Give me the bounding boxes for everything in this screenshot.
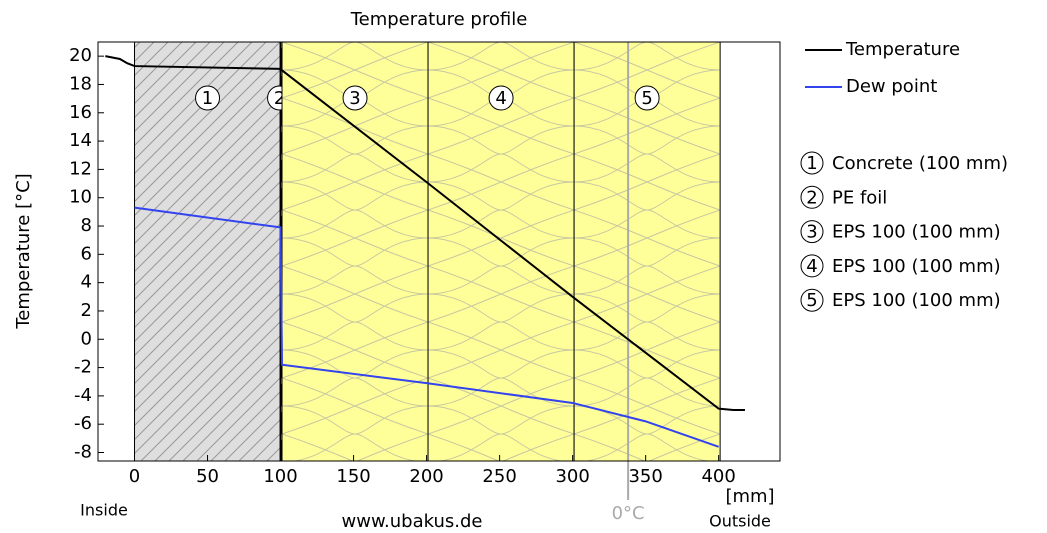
series-line — [105, 55, 745, 412]
y-tick-label: 10 — [69, 187, 92, 208]
x-tick-label: 50 — [196, 466, 219, 487]
y-tick-label: 18 — [69, 73, 92, 94]
chart-title: Temperature profile — [350, 9, 528, 30]
legend-number: 2 — [806, 187, 817, 208]
legend-number: 1 — [806, 153, 817, 174]
outside-label: Outside — [709, 512, 771, 531]
legend-layer-name: EPS 100 (100 mm) — [832, 256, 1001, 277]
y-tick-label: 12 — [69, 158, 92, 179]
layer-number: 4 — [495, 88, 506, 109]
x-axis-label: [mm] — [725, 486, 774, 507]
y-axis-label: Temperature [°C] — [13, 173, 34, 329]
layer-number-circle — [195, 85, 221, 111]
y-tick-label: 6 — [81, 243, 92, 264]
legend-number-circle — [800, 288, 824, 312]
plot-frame — [97, 41, 781, 462]
source-label: www.ubakus.de — [342, 511, 483, 532]
x-tick-label: 350 — [628, 466, 662, 487]
legend-label: Dew point — [846, 76, 937, 97]
series-line — [134, 206, 719, 448]
y-tick-label: 14 — [69, 130, 92, 151]
y-tick-label: -8 — [74, 442, 92, 463]
legend-layer-name: PE foil — [832, 187, 887, 208]
x-tick-label: 250 — [482, 466, 516, 487]
legend-number: 4 — [806, 256, 817, 277]
legend-layer-name: Concrete (100 mm) — [832, 153, 1008, 174]
legend-number: 5 — [806, 290, 817, 311]
legend-number-circle — [800, 185, 824, 209]
y-tick-label: 2 — [81, 300, 92, 321]
layer-region — [281, 41, 429, 462]
x-tick-label: 150 — [336, 466, 370, 487]
legend-label: Temperature — [845, 39, 960, 60]
legend-layer-name: EPS 100 (100 mm) — [832, 290, 1001, 311]
y-tick-label: 16 — [69, 102, 92, 123]
layer-number: 5 — [641, 88, 652, 109]
x-tick-label: 100 — [263, 466, 297, 487]
x-tick-label: 0 — [129, 466, 140, 487]
legend-number: 3 — [806, 222, 817, 243]
layer-number-circle — [634, 85, 660, 111]
y-tick-label: -4 — [74, 385, 92, 406]
x-tick-label: 200 — [409, 466, 443, 487]
legend-layer-name: EPS 100 (100 mm) — [832, 222, 1001, 243]
freezing-label: 0°C — [612, 503, 645, 524]
layer-region — [134, 41, 282, 462]
layer-number: 3 — [349, 88, 360, 109]
layer-number: 1 — [202, 88, 213, 109]
y-tick-label: 0 — [81, 328, 92, 349]
y-tick-label: 8 — [81, 215, 92, 236]
legend-number-circle — [800, 220, 824, 244]
layer-number: 2 — [274, 88, 285, 109]
y-tick-label: 4 — [81, 272, 92, 293]
legend-number-circle — [800, 254, 824, 278]
layer-region — [427, 41, 575, 462]
inside-label: Inside — [80, 501, 128, 520]
layer-number-circle — [488, 85, 514, 111]
layer-number-circle — [342, 85, 368, 111]
x-tick-label: 300 — [555, 466, 589, 487]
y-tick-label: 20 — [69, 45, 92, 66]
y-tick-label: -6 — [74, 413, 92, 434]
y-tick-label: -2 — [74, 357, 92, 378]
legend-number-circle — [800, 151, 824, 175]
x-tick-label: 400 — [701, 466, 735, 487]
